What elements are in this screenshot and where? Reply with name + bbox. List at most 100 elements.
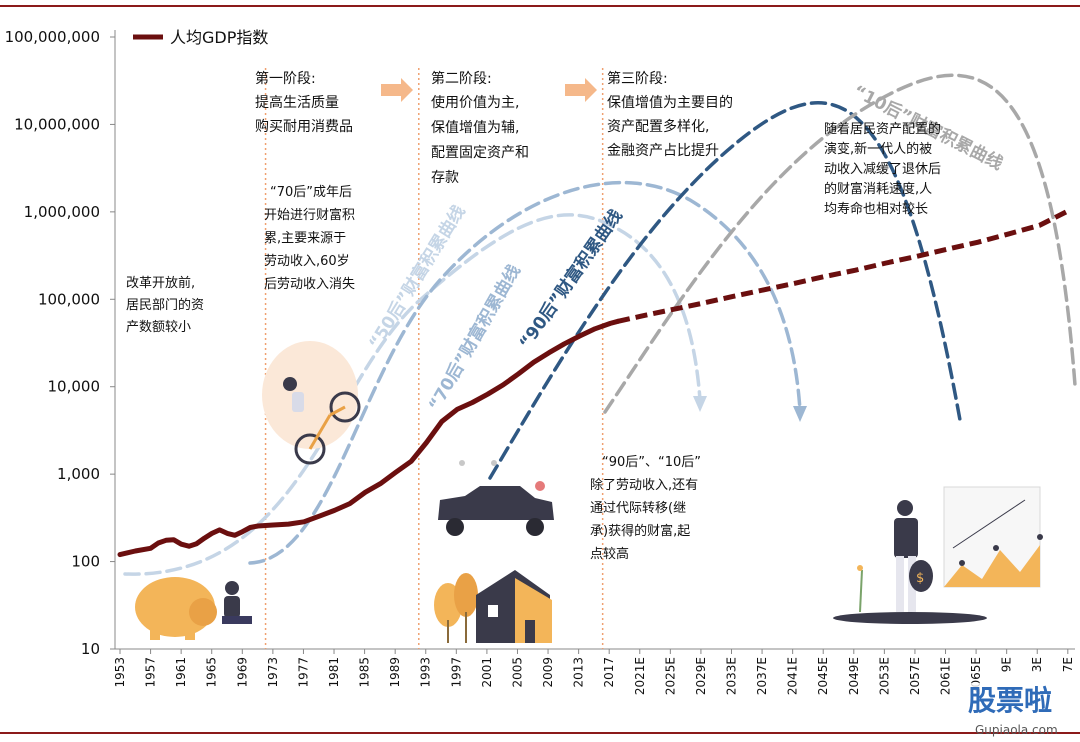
series-line-gdp-forecast bbox=[617, 207, 1072, 324]
stage-1-title: 第一阶段: bbox=[255, 70, 316, 87]
new-gen-line-5: 均寿命也相对较长 bbox=[824, 201, 928, 217]
wealth-curves bbox=[123, 73, 1077, 576]
gen70-line-5: 后劳动收入消失 bbox=[264, 276, 355, 292]
watermark-site: Gupiaola.com bbox=[975, 723, 1058, 737]
y-tick-labels: 100,000,000 10,000,000 1,000,000 100,000 10,… bbox=[5, 28, 115, 658]
y-tick-label: 10,000 bbox=[48, 378, 101, 396]
x-tick-labels: 1953 1957 1961 1965 1969 1973 1977 1981 1985 1989… bbox=[113, 649, 1075, 695]
x-tick-label: 1953 bbox=[113, 657, 127, 688]
x-tick-label: 1997 bbox=[449, 657, 463, 688]
y-tick-label: 100 bbox=[71, 553, 100, 571]
arrowhead-70s bbox=[793, 406, 807, 422]
x-tick-label: 9E bbox=[1000, 657, 1014, 672]
gen90-10-line-5: 点较高 bbox=[590, 546, 629, 562]
legend-label: 人均GDP指数 bbox=[170, 28, 268, 47]
annotation-gen90-10: “90后”、“10后” 除了劳动收入,还有 通过代际转移(继 承)获得的财富,起… bbox=[590, 455, 701, 562]
gen90-10-line-1: “90后”、“10后” bbox=[602, 455, 701, 470]
x-tick-label: 2061E bbox=[939, 657, 953, 695]
x-tick-label: 2025E bbox=[663, 657, 677, 695]
x-tick-label: 1981 bbox=[327, 657, 341, 688]
stage-arrows bbox=[381, 78, 597, 102]
x-tick-label: 2021E bbox=[633, 657, 647, 695]
stage-2-line-2: 保值增值为辅, bbox=[431, 120, 519, 136]
x-tick-label: 1961 bbox=[174, 657, 188, 688]
arrowhead-50s bbox=[693, 396, 707, 412]
wealth-curve-90s bbox=[488, 101, 962, 480]
x-tick-label: 2049E bbox=[847, 657, 861, 695]
x-tick-label: 1989 bbox=[388, 657, 402, 688]
x-tick-label: 2057E bbox=[908, 657, 922, 695]
new-gen-line-3: 动收入减缓了退休后 bbox=[824, 162, 941, 177]
x-tick-label: 2045E bbox=[816, 657, 830, 695]
x-tick-label: 2029E bbox=[694, 657, 708, 695]
x-tick-label: 1985 bbox=[358, 657, 372, 688]
x-tick-label: 1957 bbox=[144, 657, 158, 688]
x-tick-label: 2013 bbox=[572, 657, 586, 688]
stage-3-text: 第三阶段: 保值增值为主要目的 资产配置多样化, 金融资产占比提升 bbox=[607, 70, 733, 159]
illustration-car bbox=[438, 460, 554, 536]
y-tick-label: 1,000 bbox=[57, 465, 100, 483]
stage-2-title: 第二阶段: bbox=[431, 70, 492, 87]
annotation-gen70: “70后”成年后 开始进行财富积 累,主要来源于 劳动收入,60岁 后劳动收入消… bbox=[264, 185, 355, 292]
stage-dividers bbox=[264, 68, 604, 649]
x-tick-label: 2033E bbox=[724, 657, 738, 695]
illustration-growth-board bbox=[943, 486, 1043, 588]
stage-3-line-2: 资产配置多样化, bbox=[607, 118, 709, 135]
stage-3-title: 第三阶段: bbox=[607, 70, 668, 87]
x-tick-label: 2001 bbox=[480, 657, 494, 688]
stage-2-line-3: 配置固定资产和 bbox=[431, 145, 529, 161]
stage-3-line-3: 金融资产占比提升 bbox=[607, 143, 719, 159]
stage-arrow-2 bbox=[565, 78, 597, 102]
stage-2-line-1: 使用价值为主, bbox=[431, 94, 519, 111]
wealth-curve-10s bbox=[603, 73, 1077, 414]
pre-reform-line-3: 产数额较小 bbox=[126, 320, 191, 335]
y-tick-label: 100,000 bbox=[38, 290, 100, 308]
x-tick-label: 1965 bbox=[205, 657, 219, 688]
x-tick-label: 1969 bbox=[235, 657, 249, 688]
x-tick-label: 2005 bbox=[510, 657, 524, 688]
gen70-line-2: 开始进行财富积 bbox=[264, 207, 355, 223]
x-tick-label: 2009 bbox=[541, 657, 555, 688]
gen90-10-line-3: 通过代际转移(继 bbox=[590, 501, 686, 516]
stage-1-text: 第一阶段: 提高生活质量 购买耐用消费品 bbox=[255, 70, 353, 135]
label-curve-90s: “90后”财富积累曲线 bbox=[515, 206, 627, 353]
illustration-piggy-bank bbox=[135, 577, 252, 640]
x-tick-label: 7E bbox=[1061, 657, 1075, 672]
new-gen-line-1: 随着居民资产配置的 bbox=[824, 121, 941, 137]
legend: 人均GDP指数 bbox=[133, 28, 268, 47]
x-tick-label: 2053E bbox=[877, 657, 891, 695]
x-tick-label: 3E bbox=[1030, 657, 1044, 672]
wealth-curve-50s bbox=[123, 213, 702, 576]
wealth-curve-70s bbox=[248, 180, 802, 565]
x-tick-label: 2041E bbox=[786, 657, 800, 695]
stage-1-line-1: 提高生活质量 bbox=[255, 94, 339, 111]
stage-3-line-1: 保值增值为主要目的 bbox=[607, 95, 733, 111]
annotation-new-gen: 随着居民资产配置的 演变,新一代人的被 动收入减缓了退休后 的财富消耗速度,人 … bbox=[824, 121, 941, 217]
illustration-cyclist bbox=[262, 341, 361, 465]
gen70-line-1: “70后”成年后 bbox=[270, 185, 352, 200]
stage-2-text: 第二阶段: 使用价值为主, 保值增值为辅, 配置固定资产和 存款 bbox=[431, 70, 529, 186]
series-line-gdp-actual bbox=[117, 318, 621, 558]
x-tick-label: 2017 bbox=[602, 657, 616, 688]
gen90-10-line-4: 承)获得的财富,起 bbox=[590, 523, 690, 539]
x-tick-label: 2037E bbox=[755, 657, 769, 695]
illustration-house bbox=[434, 570, 552, 643]
x-tick-label: 1977 bbox=[296, 657, 310, 688]
y-tick-label: 100,000,000 bbox=[5, 28, 100, 46]
gen70-line-4: 劳动收入,60岁 bbox=[264, 253, 350, 269]
watermark-brand: 股票啦 bbox=[968, 684, 1052, 717]
watermark: 股票啦 Gupiaola.com bbox=[966, 683, 1074, 737]
x-tick-label: 1993 bbox=[419, 657, 433, 688]
stage-1-line-2: 购买耐用消费品 bbox=[255, 119, 353, 135]
stage-2-line-4: 存款 bbox=[431, 170, 459, 186]
pre-reform-line-2: 居民部门的资 bbox=[126, 297, 204, 313]
y-tick-label: 1,000,000 bbox=[24, 203, 100, 221]
x-tick-label: 1973 bbox=[266, 657, 280, 688]
y-tick-label: 10,000,000 bbox=[14, 115, 100, 133]
gen90-10-line-2: 除了劳动收入,还有 bbox=[590, 477, 698, 493]
illustration-person-coin: $ bbox=[833, 500, 987, 624]
stage-arrow-1 bbox=[381, 78, 413, 102]
y-tick-label: 10 bbox=[81, 640, 100, 658]
